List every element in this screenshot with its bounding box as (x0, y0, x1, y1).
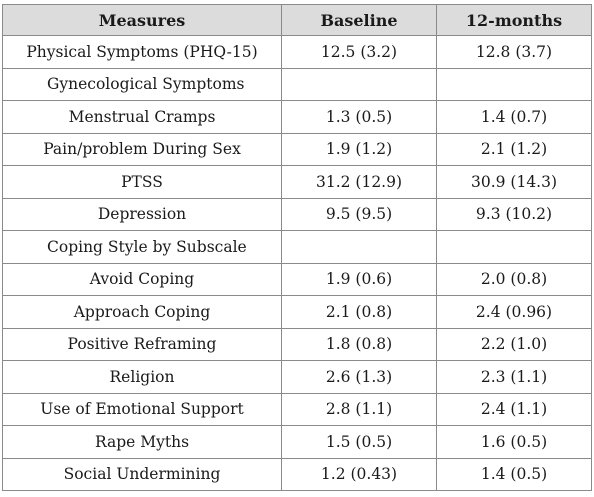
row-label: Pain/problem During Sex (2, 132, 282, 166)
baseline-value: 1.9 (0.6) (281, 262, 437, 296)
table-row: Positive Reframing 1.8 (0.8) 2.2 (1.0) (2, 327, 592, 361)
table-body: Physical Symptoms (PHQ-15) 12.5 (3.2) 12… (2, 35, 592, 491)
section-label: Coping Style by Subscale (2, 230, 282, 264)
table-row: Approach Coping 2.1 (0.8) 2.4 (0.96) (2, 295, 592, 329)
table-row: Avoid Coping 1.9 (0.6) 2.0 (0.8) (2, 262, 592, 296)
12-months-value: 2.1 (1.2) (436, 132, 592, 166)
row-label: Use of Emotional Support (2, 392, 282, 426)
header-measures: Measures (2, 4, 282, 36)
baseline-value: 31.2 (12.9) (281, 165, 437, 199)
table-row: Physical Symptoms (PHQ-15) 12.5 (3.2) 12… (2, 35, 592, 69)
row-label: Depression (2, 197, 282, 231)
table-row: Pain/problem During Sex 1.9 (1.2) 2.1 (1… (2, 132, 592, 166)
table-row: Menstrual Cramps 1.3 (0.5) 1.4 (0.7) (2, 100, 592, 134)
row-label: Rape Myths (2, 425, 282, 459)
measures-table: Measures Baseline 12-months Physical Sym… (2, 4, 592, 491)
baseline-value: 9.5 (9.5) (281, 197, 437, 231)
row-label: Physical Symptoms (PHQ-15) (2, 35, 282, 69)
12-months-value: 2.3 (1.1) (436, 360, 592, 394)
row-label: PTSS (2, 165, 282, 199)
12-months-value: 2.4 (0.96) (436, 295, 592, 329)
row-label: Positive Reframing (2, 327, 282, 361)
row-label: Avoid Coping (2, 262, 282, 296)
table-row: Rape Myths 1.5 (0.5) 1.6 (0.5) (2, 425, 592, 459)
12-months-value: 1.4 (0.5) (436, 457, 592, 491)
baseline-value: 2.1 (0.8) (281, 295, 437, 329)
baseline-value: 1.8 (0.8) (281, 327, 437, 361)
baseline-value: 12.5 (3.2) (281, 35, 437, 69)
baseline-value: 2.8 (1.1) (281, 392, 437, 426)
baseline-value: 1.5 (0.5) (281, 425, 437, 459)
baseline-value: 1.3 (0.5) (281, 100, 437, 134)
table-header: Measures Baseline 12-months (2, 4, 592, 36)
table-row: Religion 2.6 (1.3) 2.3 (1.1) (2, 360, 592, 394)
12-months-value (436, 67, 592, 101)
12-months-value: 1.6 (0.5) (436, 425, 592, 459)
baseline-value (281, 67, 437, 101)
table-section-row: Gynecological Symptoms (2, 67, 592, 101)
section-label: Gynecological Symptoms (2, 67, 282, 101)
table-row: Social Undermining 1.2 (0.43) 1.4 (0.5) (2, 457, 592, 491)
12-months-value (436, 230, 592, 264)
table-row: Depression 9.5 (9.5) 9.3 (10.2) (2, 197, 592, 231)
row-label: Menstrual Cramps (2, 100, 282, 134)
12-months-value: 1.4 (0.7) (436, 100, 592, 134)
row-label: Social Undermining (2, 457, 282, 491)
12-months-value: 2.0 (0.8) (436, 262, 592, 296)
row-label: Approach Coping (2, 295, 282, 329)
table-row: Use of Emotional Support 2.8 (1.1) 2.4 (… (2, 392, 592, 426)
12-months-value: 12.8 (3.7) (436, 35, 592, 69)
baseline-value (281, 230, 437, 264)
12-months-value: 9.3 (10.2) (436, 197, 592, 231)
header-12-months: 12-months (436, 4, 592, 36)
baseline-value: 1.2 (0.43) (281, 457, 437, 491)
baseline-value: 2.6 (1.3) (281, 360, 437, 394)
baseline-value: 1.9 (1.2) (281, 132, 437, 166)
row-label: Religion (2, 360, 282, 394)
header-row: Measures Baseline 12-months (2, 4, 592, 36)
table-row: PTSS 31.2 (12.9) 30.9 (14.3) (2, 165, 592, 199)
header-baseline: Baseline (281, 4, 437, 36)
table-section-row: Coping Style by Subscale (2, 230, 592, 264)
12-months-value: 2.2 (1.0) (436, 327, 592, 361)
12-months-value: 30.9 (14.3) (436, 165, 592, 199)
12-months-value: 2.4 (1.1) (436, 392, 592, 426)
